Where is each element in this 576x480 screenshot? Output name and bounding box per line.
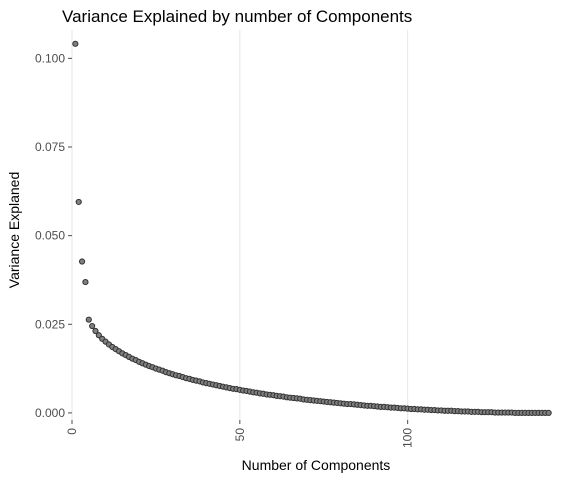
data-point xyxy=(82,278,89,286)
y-axis: 0.000 0.025 0.050 0.075 0.100 xyxy=(35,51,72,420)
data-point xyxy=(72,40,79,47)
data-point xyxy=(75,198,82,206)
y-tick-label: 0.100 xyxy=(35,51,65,65)
data-point xyxy=(545,409,552,417)
grid-lines xyxy=(71,30,409,420)
x-tick-label: 0 xyxy=(65,428,79,435)
data-point xyxy=(78,258,86,265)
x-tick-label: 100 xyxy=(401,428,415,448)
y-tick-label: 0.025 xyxy=(35,317,65,331)
y-tick-label: 0.000 xyxy=(35,406,65,420)
y-axis-title: Variance Explaned xyxy=(6,172,22,288)
y-tick-label: 0.050 xyxy=(35,229,65,243)
chart-title: Variance Explained by number of Componen… xyxy=(62,7,412,26)
data-points xyxy=(72,40,552,417)
data-point xyxy=(92,327,99,335)
x-axis: 0 50 100 xyxy=(65,420,415,448)
y-tick-label: 0.075 xyxy=(35,140,65,154)
x-axis-title: Number of Components xyxy=(242,457,391,473)
x-tick-label: 50 xyxy=(233,428,247,442)
data-point xyxy=(85,316,92,323)
data-point xyxy=(89,322,96,330)
